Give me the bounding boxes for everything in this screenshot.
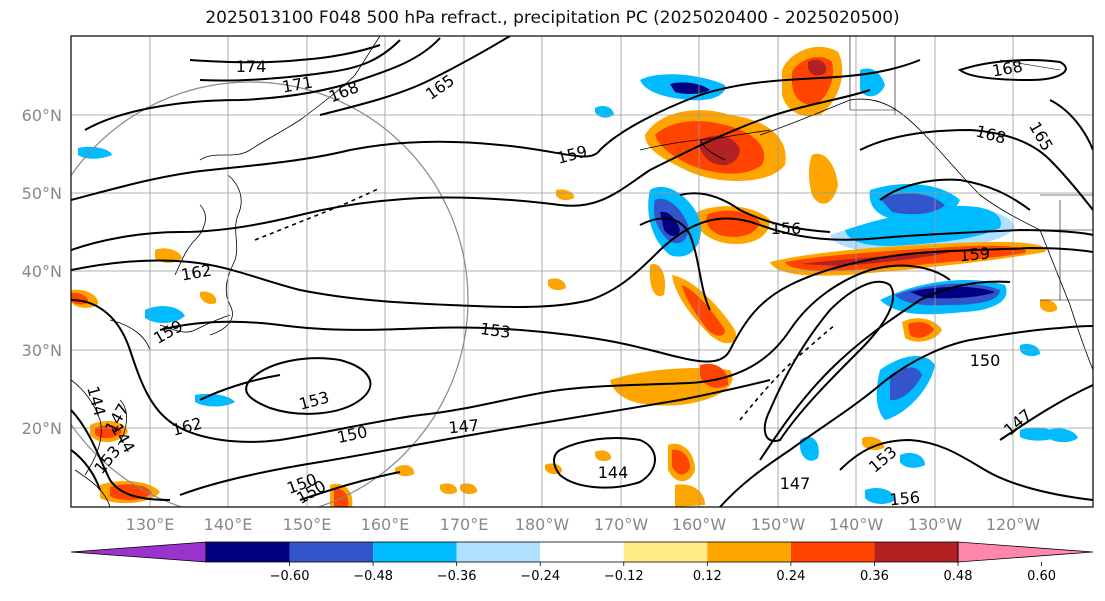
colorbar-segment — [206, 542, 290, 562]
lon-label: 150°W — [751, 515, 806, 534]
contour-label: 156 — [771, 219, 802, 238]
colorbar-tick-label: 0.24 — [776, 569, 805, 584]
map-frame — [70, 35, 1094, 508]
colorbar-segment — [623, 542, 708, 562]
colorbar-segment — [373, 542, 457, 562]
colorbar-segment — [874, 542, 958, 562]
colorbar-tick-label: 0.60 — [1027, 569, 1056, 584]
contour-label: 150 — [970, 351, 1001, 370]
lon-label: 130°E — [126, 515, 175, 534]
contour-label: 147 — [448, 416, 480, 438]
contour-label: 174 — [236, 57, 267, 76]
colorbar-segment — [289, 542, 374, 562]
lon-label: 130°W — [908, 515, 963, 534]
lon-label: 120°W — [986, 515, 1041, 534]
lon-label: 170°W — [594, 515, 649, 534]
colorbar-extend-high — [957, 541, 1094, 563]
contour-label: 159 — [959, 244, 991, 266]
colorbar-tick-label: −0.48 — [353, 569, 393, 584]
lon-label: 150°E — [283, 515, 332, 534]
contour-label: 153 — [479, 319, 512, 342]
lon-label: 160°W — [672, 515, 727, 534]
colorbar: −0.60 −0.48 −0.36 −0.24 −0.12 0.12 0.24 0.36 0.4… — [70, 541, 1094, 584]
colorbar-tick-label: −0.24 — [520, 569, 560, 584]
graticule — [71, 36, 1093, 507]
colorbar-tick-label: −0.36 — [437, 569, 477, 584]
lon-label: 140°E — [204, 515, 253, 534]
lon-label: 160°E — [361, 515, 410, 534]
refractivity-contours — [71, 36, 1093, 507]
colorbar-tick-label: −0.60 — [270, 569, 310, 584]
contour-label: 156 — [889, 488, 921, 510]
longitude-labels: 130°E 140°E 150°E 160°E 170°E 180°W 170°W 160°W… — [126, 515, 1041, 534]
contour-label: 147 — [780, 474, 811, 493]
colorbar-segment — [790, 542, 875, 562]
colorbar-segment — [456, 542, 541, 562]
contour-label: 144 — [598, 463, 629, 482]
range-circle — [71, 81, 469, 507]
colorbar-segment — [540, 542, 624, 562]
dashed-contours — [254, 187, 836, 421]
lat-label: 60°N — [22, 106, 62, 125]
colorbar-tick-label: 0.12 — [693, 569, 722, 584]
lon-label: 180°W — [515, 515, 570, 534]
lat-label: 30°N — [22, 341, 62, 360]
map-title: 2025013100 F048 500 hPa refract., precip… — [205, 8, 900, 28]
colorbar-tick-label: 0.36 — [860, 569, 889, 584]
latitude-labels: 60°N 50°N 40°N 30°N 20°N — [22, 106, 62, 438]
colorbar-tick-label: 0.48 — [944, 569, 973, 584]
lon-label: 140°W — [829, 515, 884, 534]
lon-label: 170°E — [440, 515, 489, 534]
coastlines — [71, 36, 1093, 507]
colorbar-extend-low — [70, 541, 207, 563]
colorbar-segment — [707, 542, 791, 562]
lat-label: 20°N — [22, 419, 62, 438]
colorbar-tick-label: −0.12 — [604, 569, 644, 584]
lat-label: 40°N — [22, 262, 62, 281]
lat-label: 50°N — [22, 184, 62, 203]
